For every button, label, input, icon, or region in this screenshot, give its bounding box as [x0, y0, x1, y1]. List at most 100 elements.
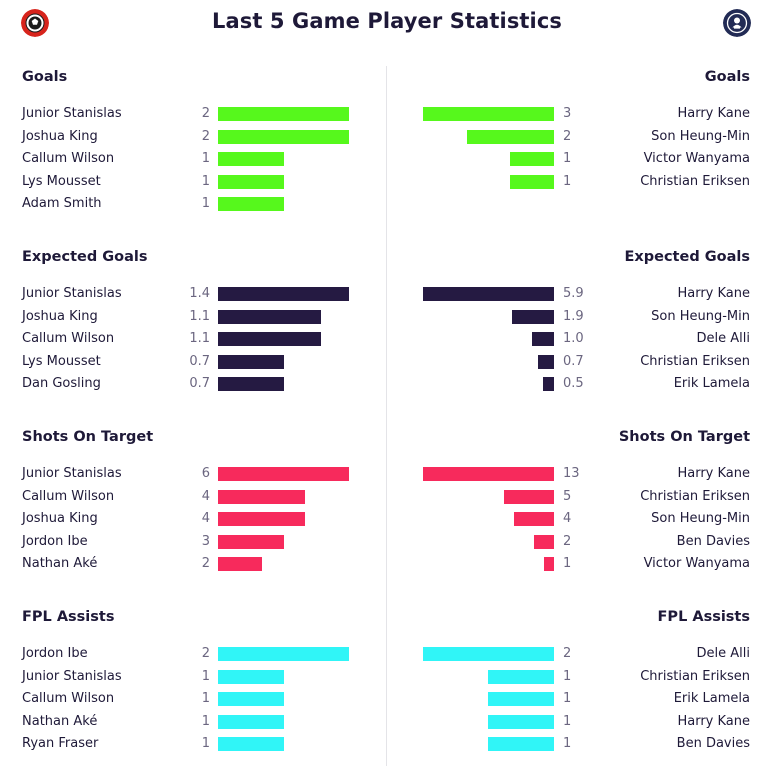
stat-bar [534, 534, 554, 549]
player-name[interactable]: Ben Davies [676, 736, 750, 751]
player-name[interactable]: Son Heung-Min [651, 128, 750, 144]
player-name[interactable]: Erik Lamela [673, 691, 750, 706]
stat-row: Junior Stanislas 1 [0, 667, 387, 689]
player-name[interactable]: Victor Wanyama [643, 151, 750, 166]
player-name[interactable]: Jordon Ibe [22, 533, 88, 549]
stat-row: Nathan Aké 2 [0, 554, 387, 576]
stat-value: 1.4 [189, 286, 210, 301]
stat-bar [218, 692, 284, 706]
right-fpl-assists-chart: FPL Assists Dele Alli 2 Christian Eriksen 1 E… [387, 540, 774, 751]
player-name[interactable]: Callum Wilson [22, 488, 115, 504]
stat-row: Son Heung-Min 2 [387, 127, 774, 149]
player-name[interactable]: Erik Lamela [673, 376, 750, 391]
player-name[interactable]: Christian Eriksen [640, 488, 750, 504]
stat-bar [543, 377, 554, 391]
stat-value: 1 [201, 151, 210, 166]
stat-value: 0.7 [189, 376, 210, 391]
stat-row: Ben Davies 1 [387, 734, 774, 756]
player-name[interactable]: Joshua King [22, 128, 98, 144]
player-name[interactable]: Junior Stanislas [22, 106, 122, 121]
player-name[interactable]: Joshua King [22, 511, 98, 526]
player-name[interactable]: Joshua King [22, 308, 98, 324]
player-name[interactable]: Son Heung-Min [651, 308, 750, 324]
stat-bar [218, 669, 284, 684]
stat-row: Harry Kane 5.9 [387, 284, 774, 306]
section-title: Goals [22, 69, 68, 85]
stat-value: 4 [201, 511, 210, 526]
player-name[interactable]: Lys Mousset [22, 353, 101, 369]
player-name[interactable]: Callum Wilson [22, 151, 115, 166]
stat-row: Callum Wilson 1 [0, 689, 387, 711]
player-name[interactable]: Victor Wanyama [643, 556, 750, 571]
stat-value: 1 [201, 196, 210, 211]
stat-value: 13 [563, 466, 580, 481]
stat-row: Junior Stanislas 1.4 [0, 284, 387, 306]
page-header: Last 5 Game Player Statistics [0, 0, 774, 48]
player-name[interactable]: Dele Alli [696, 331, 750, 346]
right-shots-on-target-chart: Shots On Target Harry Kane 13 Christian Eri… [387, 360, 774, 571]
player-name[interactable]: Ryan Fraser [22, 736, 99, 751]
player-name[interactable]: Dele Alli [696, 646, 750, 661]
player-name[interactable]: Harry Kane [677, 286, 750, 301]
player-name[interactable]: Harry Kane [677, 713, 750, 729]
red-cherry-crest-icon [21, 9, 49, 37]
section-title: Shots On Target [22, 429, 154, 445]
player-name[interactable]: Dan Gosling [22, 376, 101, 391]
player-name[interactable]: Lys Mousset [22, 173, 101, 189]
stat-row: Dele Alli 1.0 [387, 329, 774, 351]
player-name[interactable]: Son Heung-Min [651, 511, 750, 526]
stat-bar [488, 714, 554, 729]
player-name[interactable]: Junior Stanislas [22, 286, 122, 301]
player-name[interactable]: Christian Eriksen [640, 353, 750, 369]
section-title: Expected Goals [22, 249, 148, 265]
right-goals-chart: Goals Harry Kane 3 Son Heung-Min 2 Victor Wan… [387, 0, 774, 189]
player-name[interactable]: Harry Kane [677, 106, 750, 121]
stat-bar [488, 737, 554, 751]
stat-bar [423, 107, 554, 121]
right-expected-goals-chart: Expected Goals Harry Kane 5.9 Son Heung-Min… [387, 180, 774, 391]
stat-value: 5 [563, 488, 572, 504]
stat-bar [538, 354, 554, 369]
player-name[interactable]: Callum Wilson [22, 691, 115, 706]
center-divider [386, 66, 387, 766]
stat-value: 3 [563, 106, 572, 121]
player-name[interactable]: Ben Davies [676, 533, 750, 549]
player-name[interactable]: Harry Kane [677, 466, 750, 481]
stat-bar [423, 467, 554, 481]
player-name[interactable]: Callum Wilson [22, 331, 115, 346]
stat-row: Callum Wilson 1.1 [0, 329, 387, 351]
player-name[interactable]: Nathan Aké [22, 713, 98, 729]
stat-row: Junior Stanislas 2 [0, 104, 387, 126]
stat-bar [218, 647, 349, 661]
player-name[interactable]: Jordon Ibe [22, 646, 88, 661]
stat-row: Joshua King 1.1 [0, 307, 387, 329]
player-name[interactable]: Christian Eriksen [640, 173, 750, 189]
stat-value: 3 [201, 533, 210, 549]
stat-bar [532, 332, 554, 346]
away-team-panel: Goals Harry Kane 3 Son Heung-Min 2 Victor Wan… [387, 0, 774, 766]
left-expected-goals-chart: Expected Goals Junior Stanislas 1.4 Joshua … [0, 180, 387, 391]
stat-row: Joshua King 4 [0, 509, 387, 531]
stat-bar [218, 557, 262, 571]
stat-row: Junior Stanislas 6 [0, 464, 387, 486]
section-title: FPL Assists [22, 609, 115, 625]
player-name[interactable]: Christian Eriksen [640, 668, 750, 684]
stat-value: 4 [563, 511, 572, 526]
stat-bar [467, 129, 554, 144]
stat-value: 1 [563, 713, 572, 729]
player-name[interactable]: Nathan Aké [22, 556, 98, 571]
stat-row: Callum Wilson 4 [0, 487, 387, 509]
stat-row: Christian Eriksen 5 [387, 487, 774, 509]
stat-value: 1 [201, 173, 210, 189]
stat-bar [488, 669, 554, 684]
stat-row: Ryan Fraser 1 [0, 734, 387, 756]
player-name[interactable]: Junior Stanislas [22, 466, 122, 481]
player-name[interactable]: Junior Stanislas [22, 668, 122, 684]
stat-row: Son Heung-Min 1.9 [387, 307, 774, 329]
stat-value: 1 [201, 691, 210, 706]
player-name[interactable]: Adam Smith [22, 196, 102, 211]
stat-row: Callum Wilson 1 [0, 149, 387, 171]
stat-bar [218, 377, 284, 391]
stat-value: 1.9 [563, 308, 584, 324]
stat-bar [514, 512, 554, 526]
